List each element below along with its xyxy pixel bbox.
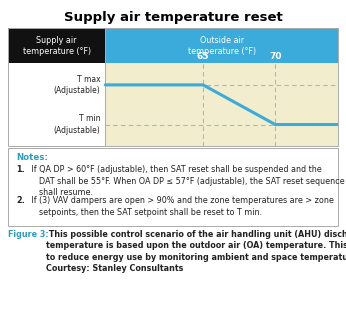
Text: T min
(Adjustable): T min (Adjustable)	[54, 114, 100, 135]
Text: Figure 3:: Figure 3:	[8, 230, 49, 239]
Text: If QA DP > 60°F (adjustable), then SAT reset shall be suspended and the
    DAT : If QA DP > 60°F (adjustable), then SAT r…	[29, 165, 344, 197]
Text: 1.: 1.	[16, 165, 25, 174]
Text: Supply air
temperature (°F): Supply air temperature (°F)	[22, 36, 91, 56]
Text: 65: 65	[197, 52, 209, 61]
Text: This possible control scenario of the air handling unit (AHU) discharge air
temp: This possible control scenario of the ai…	[46, 230, 346, 273]
Text: Supply air temperature reset: Supply air temperature reset	[64, 11, 282, 23]
Text: Outside air
temperature (°F): Outside air temperature (°F)	[188, 36, 256, 56]
Text: 70: 70	[269, 52, 281, 61]
Bar	[8, 28, 105, 63]
Text: T max
(Adjustable): T max (Adjustable)	[54, 75, 100, 95]
Bar	[105, 63, 338, 146]
Text: If (3) VAV dampers are open > 90% and the zone temperatures are > zone
    setpo: If (3) VAV dampers are open > 90% and th…	[29, 196, 334, 217]
Bar	[105, 28, 338, 63]
Text: Notes:: Notes:	[16, 154, 48, 163]
Bar	[8, 63, 105, 146]
Text: 2.: 2.	[16, 196, 25, 205]
